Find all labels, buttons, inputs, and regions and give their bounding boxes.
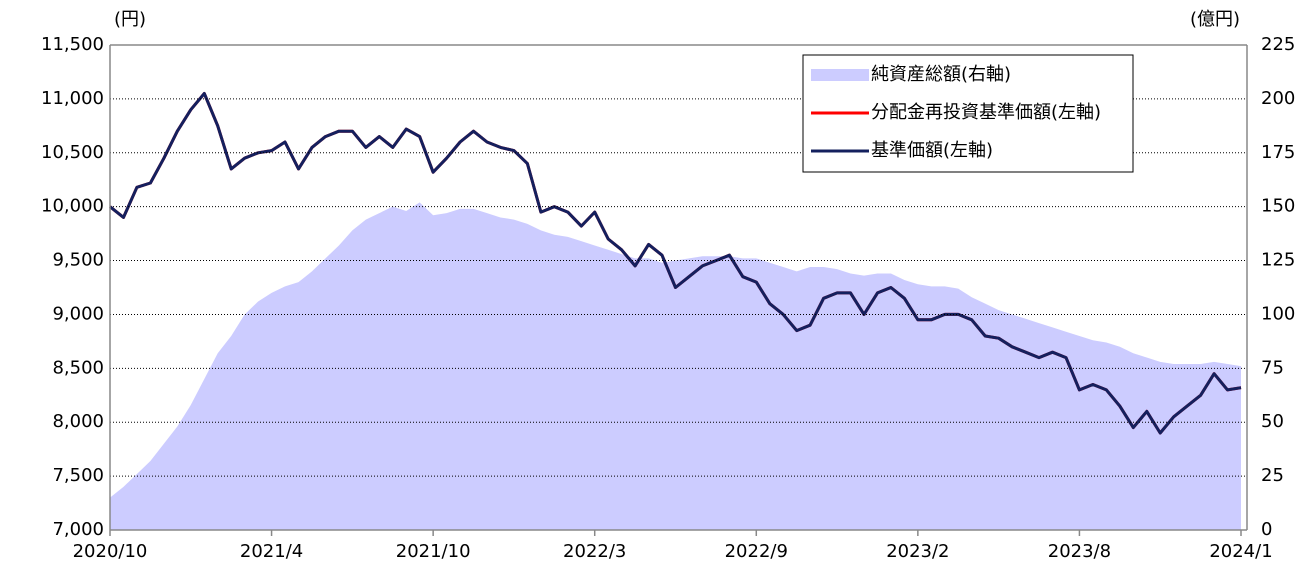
y-tick-label: 11,500	[41, 34, 104, 55]
legend-label: 分配金再投資基準価額(左軸)	[871, 102, 1101, 123]
x-tick-label: 2021/4	[240, 541, 303, 562]
y-tick-label: 9,000	[52, 303, 104, 324]
y2-tick-label: 25	[1261, 465, 1284, 486]
y-tick-label: 7,000	[52, 519, 104, 540]
y2-tick-label: 50	[1261, 411, 1284, 432]
y-tick-label: 7,500	[52, 465, 104, 486]
y2-unit: (億円)	[1190, 9, 1240, 30]
x-tick-label: 2022/9	[725, 541, 788, 562]
x-tick-label: 2022/3	[563, 541, 626, 562]
y2-tick-label: 175	[1261, 142, 1295, 163]
legend-swatch	[811, 69, 869, 81]
y2-tick-label: 200	[1261, 88, 1295, 109]
legend-label: 基準価額(左軸)	[871, 140, 993, 161]
line	[109, 92, 1242, 435]
y2-tick-label: 75	[1261, 357, 1284, 378]
x-tick-label: 2021/10	[396, 541, 471, 562]
y-tick-label: 8,500	[52, 357, 104, 378]
legend-label: 純資産総額(右軸)	[871, 64, 1011, 85]
y2-tick-label: 125	[1261, 250, 1295, 271]
y-tick-label: 9,500	[52, 250, 104, 271]
y2-tick-label: 100	[1261, 303, 1295, 324]
y-unit: (円)	[114, 9, 146, 30]
y-tick-label: 10,500	[41, 142, 104, 163]
y-tick-label: 8,000	[52, 411, 104, 432]
x-tick-label: 2023/8	[1048, 541, 1111, 562]
x-tick-label: 2024/1	[1209, 541, 1272, 562]
y-tick-label: 10,000	[41, 196, 104, 217]
area	[110, 202, 1241, 530]
y2-tick-label: 0	[1261, 519, 1272, 540]
y-tick-label: 11,000	[41, 88, 104, 109]
y2-tick-label: 225	[1261, 34, 1295, 55]
x-tick-label: 2020/10	[73, 541, 148, 562]
x-tick-label: 2023/2	[886, 541, 949, 562]
y2-tick-label: 150	[1261, 196, 1295, 217]
